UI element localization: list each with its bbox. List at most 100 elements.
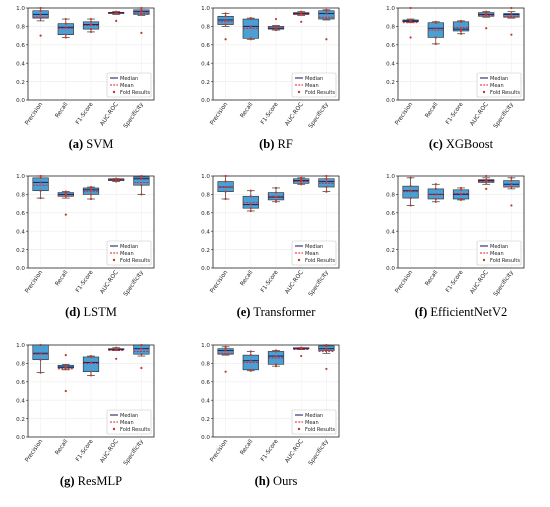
caption-name: LSTM: [80, 305, 116, 319]
fold-point: [325, 367, 328, 371]
fold-point: [485, 178, 488, 181]
caption-letter: (g): [60, 474, 75, 488]
y-tick-label: 0.2: [201, 248, 210, 254]
fold-point: [459, 19, 463, 22]
caption-letter: (c): [429, 137, 443, 151]
fold-point: [224, 23, 227, 26]
fold-point: [64, 213, 67, 216]
y-tick-label: 0.6: [16, 211, 25, 217]
y-tick-label: 0.4: [386, 229, 395, 235]
fold-point: [274, 354, 278, 358]
fold-point: [249, 17, 252, 20]
fold-point: [224, 15, 227, 18]
x-tick-label: Specificity: [493, 101, 515, 129]
fold-point: [39, 174, 42, 178]
fold-point: [510, 6, 513, 10]
panel-caption: (a) SVM: [69, 137, 114, 151]
y-tick-label: 0.0: [201, 266, 210, 272]
fold-point: [89, 17, 93, 21]
fold-point: [140, 177, 143, 180]
legend: [291, 240, 337, 266]
y-tick-label: 0.2: [201, 80, 210, 86]
legend-label: Mean: [120, 420, 134, 426]
fold-point: [459, 32, 463, 35]
fold-point: [300, 20, 303, 23]
fold-point: [325, 185, 328, 189]
y-tick-label: 0.4: [386, 61, 395, 67]
fold-point: [39, 34, 42, 37]
fold-point: [274, 349, 278, 352]
fold-point: [89, 23, 93, 26]
fold-point: [510, 176, 513, 179]
fold-point: [249, 207, 252, 210]
legend-label: Fold Results: [305, 258, 335, 264]
x-tick-label: F1-Score: [260, 101, 280, 126]
y-tick-label: 0.0: [386, 266, 395, 272]
fold-point: [140, 10, 143, 13]
caption-letter: (f): [415, 305, 428, 319]
x-tick-label: Precision: [24, 438, 44, 463]
x-tick-label: F1-Score: [75, 269, 95, 294]
fold-point: [64, 354, 67, 357]
fold-point: [459, 193, 463, 196]
plot-frame: [212, 175, 340, 269]
fold-point: [140, 193, 143, 196]
y-tick-label: 0.0: [16, 435, 25, 441]
y-tick-label: 0.6: [386, 43, 395, 49]
fold-point: [224, 353, 227, 356]
fold-point: [39, 352, 42, 355]
legend: [106, 409, 152, 435]
fold-point: [434, 42, 437, 45]
x-tick-label: Precision: [209, 438, 229, 463]
y-tick-label: 0.8: [16, 193, 25, 199]
fold-point: [459, 188, 463, 191]
fold-point: [249, 209, 252, 213]
fold-point: [89, 374, 93, 377]
x-tick-label: F1-Score: [260, 438, 280, 463]
legend-fold-swatch: [112, 258, 116, 262]
fold-point: [409, 36, 412, 39]
fold-point: [140, 347, 143, 350]
x-tick-label: AUC-ROC: [99, 102, 119, 128]
fold-point: [39, 17, 42, 20]
y-tick-label: 1.0: [16, 174, 25, 180]
caption-name: EfficientNetV2: [427, 305, 507, 319]
legend: [476, 72, 522, 98]
fold-point: [224, 38, 227, 41]
y-tick-label: 1.0: [386, 174, 395, 180]
fold-point: [64, 36, 67, 39]
caption-letter: (h): [255, 474, 270, 488]
y-tick-label: 0.8: [201, 193, 210, 199]
caption-name: XGBoost: [443, 137, 494, 151]
y-tick-label: 0.4: [16, 229, 25, 235]
caption-name: Transformer: [250, 305, 316, 319]
x-tick-label: Specificity: [493, 269, 515, 297]
box: [318, 178, 335, 188]
fold-point: [325, 38, 328, 41]
fold-point: [459, 29, 463, 33]
x-tick-label: Specificity: [123, 438, 145, 466]
box: [402, 185, 419, 199]
fold-point: [485, 187, 488, 190]
x-tick-label: AUC-ROC: [99, 439, 119, 465]
panel-caption: (b) RF: [259, 137, 293, 151]
fold-point: [325, 174, 328, 178]
y-tick-label: 0.4: [201, 229, 210, 235]
legend-label: Fold Results: [305, 90, 335, 96]
fold-point: [64, 195, 67, 198]
x-tick-label: Precision: [24, 101, 44, 126]
fold-point: [64, 365, 67, 369]
fold-point: [300, 176, 303, 179]
fold-point: [64, 190, 67, 193]
plot-frame: [212, 7, 340, 101]
fold-point: [325, 180, 328, 183]
x-tick-label: Precision: [394, 101, 414, 126]
fold-point: [274, 198, 278, 202]
caption-name: ResMLP: [75, 474, 123, 488]
fold-point: [274, 17, 278, 21]
plot-frame: [27, 344, 155, 438]
x-tick-label: AUC-ROC: [284, 270, 304, 296]
y-tick-label: 0.6: [201, 380, 210, 386]
fold-point: [274, 191, 278, 194]
fold-point: [224, 345, 227, 348]
